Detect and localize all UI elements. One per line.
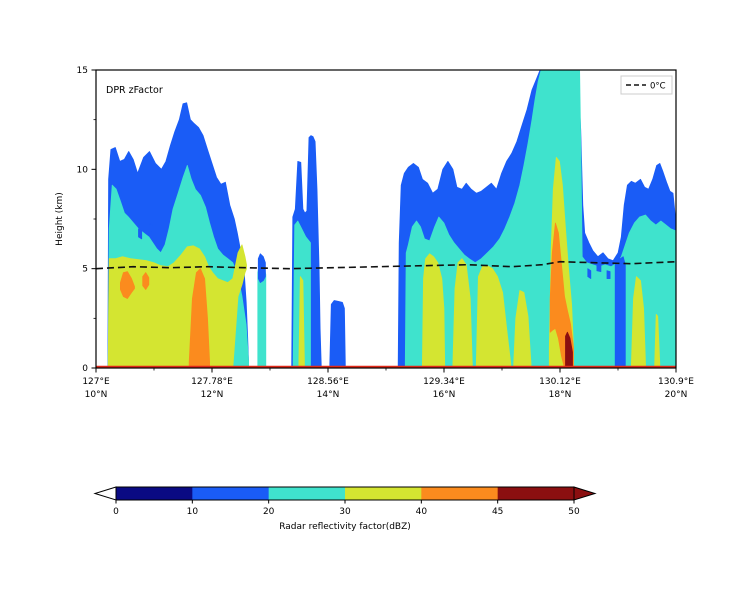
x-tick-lon-label: 130.12°E	[539, 377, 581, 387]
plot-title: DPR zFactor	[106, 85, 163, 96]
echo-region-blue_over	[606, 270, 611, 279]
x-tick-lon-label: 130.9°E	[658, 377, 694, 387]
x-tick-lon-label: 128.56°E	[307, 377, 349, 387]
x-tick-lon-label: 127°E	[82, 377, 110, 387]
y-tick-label: 15	[77, 66, 88, 76]
colorbar-extend-left-arrow	[93, 486, 117, 501]
colorbar-tick-label: 10	[187, 507, 199, 517]
y-tick-label: 5	[82, 265, 88, 275]
colorbar-tick-label: 40	[416, 507, 428, 517]
echo-region-yellow	[452, 258, 473, 368]
x-tick-lat-label: 16°N	[433, 390, 456, 400]
y-axis-label: Height (km)	[55, 192, 65, 246]
echo-region-yellow	[631, 276, 646, 368]
echo-layer-blue_over	[138, 222, 626, 368]
y-axis: 0 5 10 15 Height (km)	[55, 66, 96, 374]
echo-layer-orange	[120, 222, 574, 368]
colorbar-tick-label: 20	[263, 507, 275, 517]
echo-region-orange	[549, 222, 574, 368]
echo-region-yellow	[298, 276, 305, 368]
legend: 0°C	[620, 75, 673, 95]
colorbar-tick-label: 30	[339, 507, 351, 517]
echo-region-yellow	[654, 314, 661, 368]
echo-region-orange	[120, 271, 135, 299]
echo-region-yellow	[513, 290, 532, 368]
colorbar-segment-45-50	[497, 487, 575, 500]
echo-region-blue_over	[587, 268, 592, 279]
x-tick-lon-label: 127.78°E	[191, 377, 233, 387]
colorbar-axis-label: Radar reflectivity factor(dBZ)	[279, 522, 411, 532]
x-tick-lat-label: 12°N	[201, 390, 224, 400]
echo-region-orange	[142, 272, 150, 290]
colorbar-segment-40-45	[421, 487, 499, 500]
echo-region-blue_over	[138, 228, 143, 240]
colorbar-extend-right-arrow	[573, 486, 597, 501]
echo-region-darkred	[565, 331, 573, 368]
echo-layer-darkred	[565, 331, 573, 368]
x-axis: 127°E 10°N 127.78°E 12°N 128.56°E 14°N 129.34°…	[82, 368, 694, 400]
y-tick-label: 10	[77, 165, 89, 175]
colorbar-tick-label: 50	[568, 507, 580, 517]
x-tick-lon-label: 129.34°E	[423, 377, 465, 387]
echo-region-blue_over	[596, 263, 602, 272]
echo-region-blue	[329, 300, 346, 368]
colorbar-tick-label: 45	[492, 507, 503, 517]
x-tick-lat-label: 20°N	[665, 390, 688, 400]
echo-region-yellow	[422, 253, 446, 368]
echo-region-yellow	[107, 244, 247, 368]
x-tick-lat-label: 18°N	[549, 390, 572, 400]
x-tick-lat-label: 14°N	[317, 390, 340, 400]
colorbar-tick-label: 0	[113, 507, 119, 517]
echo-region-orange	[188, 268, 210, 368]
y-tick-label: 0	[82, 364, 88, 374]
colorbar-segment-0-10	[116, 487, 193, 500]
legend-box	[620, 75, 673, 95]
echo-region-blue_over	[148, 222, 154, 233]
echo-region-cyan	[404, 70, 676, 368]
colorbar-segment-30-40	[345, 487, 422, 500]
echo-layers	[96, 70, 676, 368]
colorbar-segment-10-20	[192, 487, 270, 500]
echo-region-blue_over	[614, 256, 626, 368]
colorbar: 0 10 20 30 40 45 50 Radar reflectivity factor(d…	[93, 486, 597, 532]
zero-degree-line	[96, 260, 676, 270]
legend-entry-label: 0°C	[650, 82, 666, 92]
x-tick-lat-label: 10°N	[85, 390, 108, 400]
colorbar-segment-20-30	[268, 487, 346, 500]
